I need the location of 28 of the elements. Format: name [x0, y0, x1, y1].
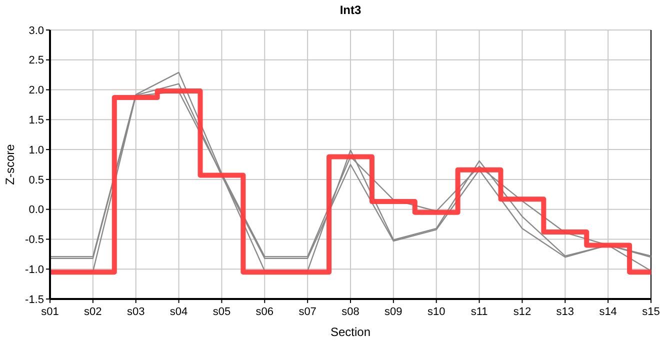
- y-tick-label: -0.5: [25, 234, 44, 246]
- y-tick-label: 2.0: [28, 84, 44, 97]
- y-tick-label: 0.0: [28, 204, 44, 216]
- y-tick-label: 2.5: [28, 54, 44, 67]
- x-tick-label: s07: [298, 306, 316, 318]
- x-tick-label: s03: [126, 306, 145, 318]
- x-tick-label: s10: [427, 306, 446, 318]
- x-tick-label: s12: [513, 306, 532, 318]
- x-tick-label: s08: [342, 306, 360, 318]
- x-tick-label: s14: [599, 306, 617, 318]
- x-axis-title: Section: [330, 325, 371, 339]
- y-axis-title: Z-score: [3, 144, 17, 185]
- y-tick-label: 0.5: [28, 174, 44, 186]
- x-tick-label: s06: [256, 306, 274, 318]
- x-tick-label: s02: [84, 306, 102, 318]
- x-tick-label: s09: [384, 306, 402, 318]
- chart-title: Int3: [340, 3, 362, 17]
- x-tick-label: s04: [170, 306, 188, 318]
- y-tick-label: 3.0: [28, 24, 44, 37]
- y-tick-label: -1.5: [25, 294, 44, 306]
- x-tick-label: s05: [212, 306, 231, 318]
- y-tick-label: 1.0: [28, 144, 44, 156]
- x-tick-label: s15: [642, 306, 660, 318]
- x-tick-label: s11: [470, 306, 488, 318]
- x-tick-label: s13: [556, 306, 574, 318]
- x-tick-label: s01: [41, 306, 59, 318]
- y-tick-label: 1.5: [28, 114, 44, 127]
- y-tick-label: -1.0: [25, 264, 44, 276]
